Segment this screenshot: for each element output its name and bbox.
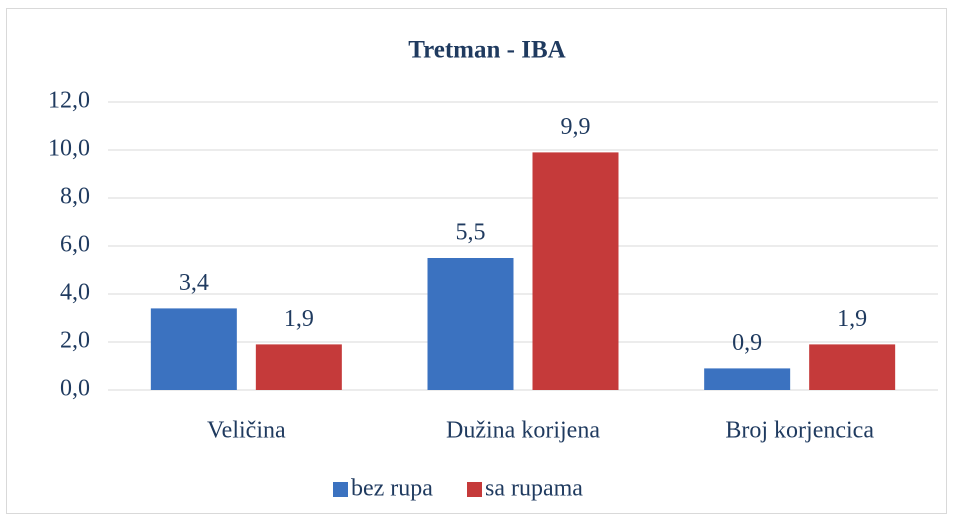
chart-title: Tretman - IBA [408, 37, 565, 64]
x-tick-label: Dužina korijena [446, 418, 600, 444]
data-label: 5,5 [456, 220, 486, 246]
bar [255, 344, 342, 390]
y-tick-label: 10,0 [48, 136, 90, 162]
data-label: 3,4 [179, 270, 209, 296]
data-label: 0,9 [732, 330, 762, 356]
bar [150, 308, 237, 390]
legend-swatch [467, 482, 482, 497]
data-label: 1,9 [837, 306, 867, 332]
legend-label: bez rupa [351, 476, 433, 502]
y-tick-label: 0,0 [60, 376, 90, 402]
legend-label: sa rupama [485, 476, 583, 502]
y-tick-label: 4,0 [60, 280, 90, 306]
data-label: 1,9 [284, 306, 314, 332]
y-tick-label: 12,0 [48, 88, 90, 114]
x-tick-label: Veličina [207, 418, 286, 444]
y-tick-label: 6,0 [60, 232, 90, 258]
y-tick-label: 8,0 [60, 184, 90, 210]
bar [809, 344, 896, 390]
y-tick-label: 2,0 [60, 328, 90, 354]
x-tick-label: Broj korjencica [725, 418, 874, 444]
data-label: 9,9 [561, 114, 591, 140]
bar [532, 152, 619, 390]
bar [427, 258, 514, 390]
bar [704, 368, 791, 390]
legend-swatch [333, 482, 348, 497]
